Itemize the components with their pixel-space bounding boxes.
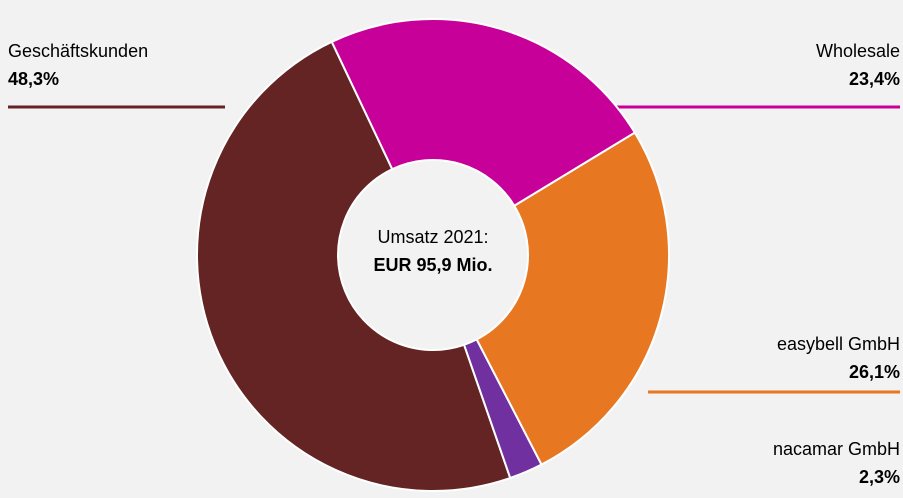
center-label: Umsatz 2021: [377,227,488,247]
donut-segment [462,338,543,480]
segment-value: 26,1% [849,362,900,382]
donut-segment [475,131,670,466]
segment-label: nacamar GmbH [773,439,900,459]
segment-value: 23,4% [849,69,900,89]
segment-value: 48,3% [8,69,59,89]
center-value: EUR 95,9 Mio. [373,255,492,275]
segment-label: easybell GmbH [777,334,900,354]
segment-label: Wholesale [816,41,900,61]
segment-value: 2,3% [859,467,900,487]
donut-segment [196,40,512,492]
segment-label: Geschäftskunden [8,41,148,61]
donut-segment [330,18,637,208]
